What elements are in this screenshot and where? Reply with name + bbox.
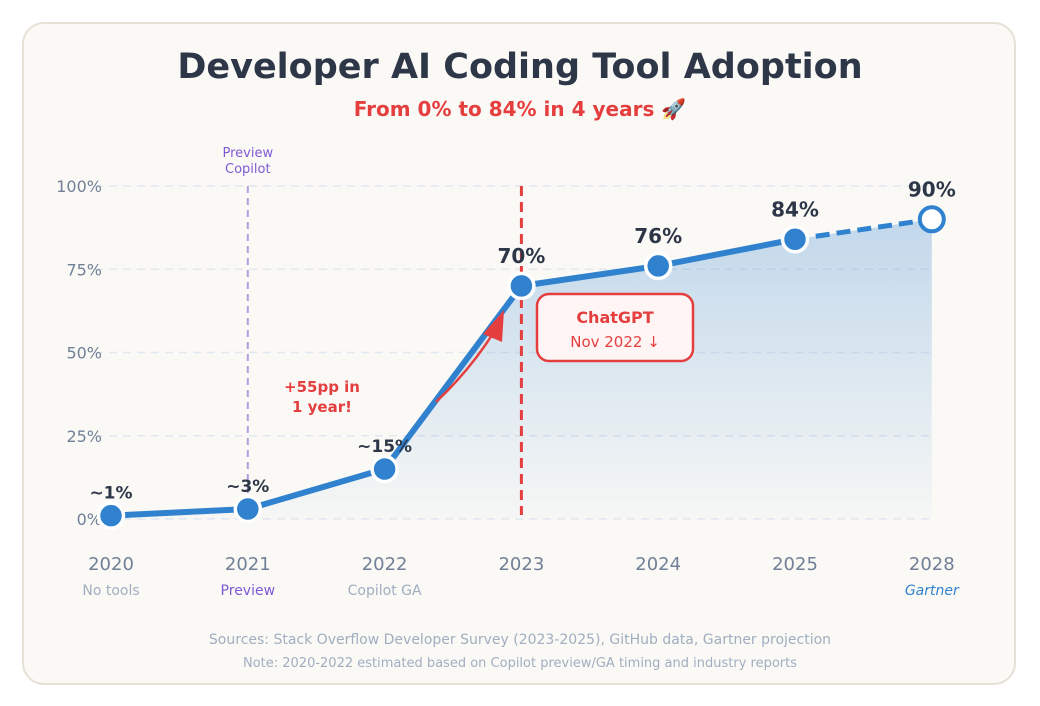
x-sublabel: Preview [221,583,276,599]
footer-note: Note: 2020-2022 estimated based on Copil… [243,656,797,671]
data-label: ~1% [89,484,132,504]
data-label: 76% [634,224,682,248]
chatgpt-callout-box [535,292,695,363]
x-sublabel: Gartner [905,583,960,599]
data-point [370,454,399,484]
growth-arrow [435,331,496,403]
x-sublabel: Copilot GA [348,583,422,599]
preview-label-2: Copilot [225,162,271,177]
data-label: ~3% [226,477,269,497]
data-label: 90% [908,177,956,201]
y-tick-label: 50% [66,344,102,363]
y-tick-label: 25% [66,427,102,446]
data-point [643,251,673,281]
data-point [917,205,946,234]
preview-label-1: Preview [222,146,273,161]
x-sublabel: No tools [82,583,139,599]
series-line [110,236,796,519]
x-tick-label: 2028 [909,554,955,575]
growth-label-2: 1 year! [292,398,352,416]
footer-sources: Sources: Stack Overflow Developer Survey… [209,632,831,648]
x-tick-label: 2024 [635,554,681,575]
chatgpt-callout-sub: Nov 2022 ↓ [570,333,660,351]
data-label: ~15% [357,437,412,457]
x-tick-label: 2022 [362,554,408,575]
growth-label-1: +55pp in [284,378,360,396]
chart-title: Developer AI Coding Tool Adoption [177,47,862,87]
growth-arrow-head [483,310,504,342]
chart-subtitle: From 0% to 84% in 4 years 🚀 [354,97,687,121]
data-point [780,225,810,254]
chatgpt-callout-title: ChatGPT [576,308,653,327]
y-tick-label: 75% [66,260,102,279]
data-point [507,271,536,301]
x-tick-label: 2023 [498,554,544,575]
y-tick-label: 100% [56,177,102,196]
y-tick-label: 0% [77,510,102,529]
data-label: 70% [497,244,545,268]
data-point [233,494,263,524]
data-point [96,501,126,530]
x-tick-label: 2021 [225,554,271,575]
x-tick-label: 2020 [88,554,134,575]
projection-line [794,216,933,242]
data-label: 84% [771,197,819,221]
x-tick-label: 2025 [772,554,818,575]
